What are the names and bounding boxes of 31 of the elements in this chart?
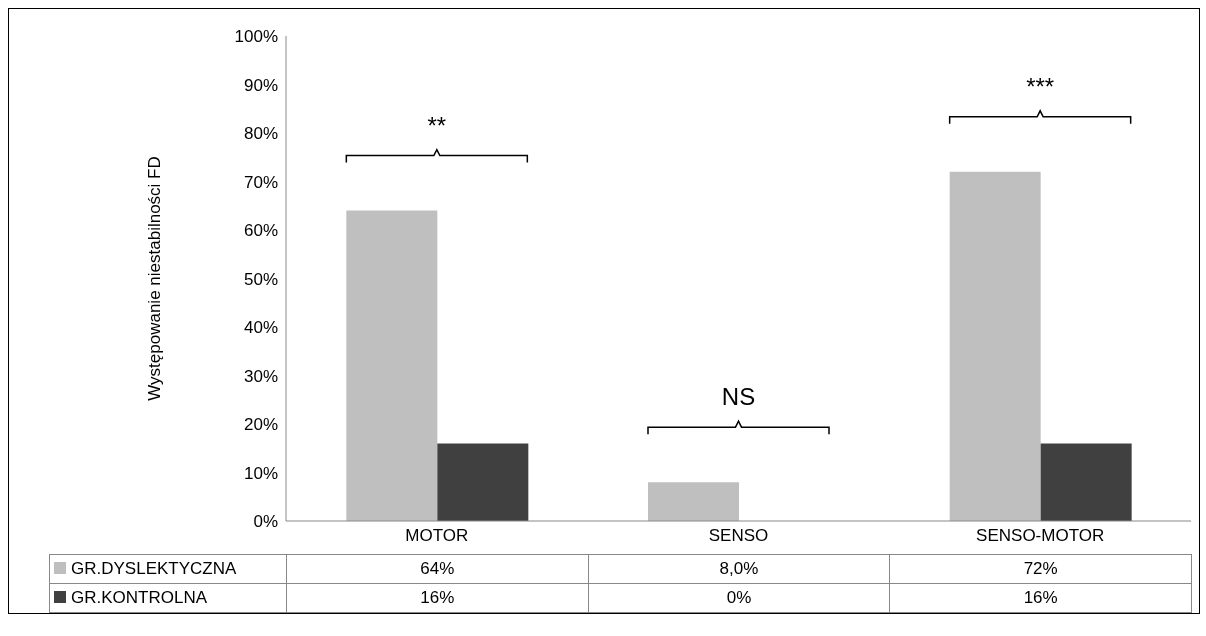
data-label: 72% (889, 554, 1192, 584)
data-label: 64% (286, 554, 589, 584)
annotation: NS (721, 383, 756, 411)
y-tick-label: 20% (243, 415, 278, 435)
x-tick-label: SENSO-MOTOR (976, 526, 1105, 546)
annotation: *** (1026, 72, 1055, 100)
y-axis-title: Występowanie niestabilności FD (145, 156, 165, 401)
x-tick-label: SENSO (708, 526, 769, 546)
x-tick-label: MOTOR (405, 526, 469, 546)
y-tick-label: 0% (253, 512, 278, 532)
data-label: 8,0% (588, 554, 890, 584)
data-label: 16% (889, 583, 1192, 613)
bar (437, 443, 529, 521)
y-tick-label: 90% (243, 75, 278, 95)
annotation: ** (427, 111, 447, 139)
y-tick-label: 10% (243, 463, 278, 483)
data-label: 16% (286, 583, 589, 613)
y-tick-label: 40% (243, 318, 278, 338)
y-tick-label: 30% (243, 366, 278, 386)
legend-label: GR.DYSLEKTYCZNA (49, 554, 287, 584)
bar (648, 482, 739, 521)
bar (1040, 443, 1132, 521)
y-tick-label: 60% (243, 221, 278, 241)
legend-label: GR.KONTROLNA (49, 583, 287, 613)
y-tick-label: 100% (234, 27, 278, 47)
bar (949, 171, 1041, 521)
y-tick-label: 70% (243, 172, 278, 192)
y-tick-label: 80% (243, 124, 278, 144)
data-label: 0% (588, 583, 890, 613)
bar (346, 210, 438, 521)
y-tick-label: 50% (243, 269, 278, 289)
